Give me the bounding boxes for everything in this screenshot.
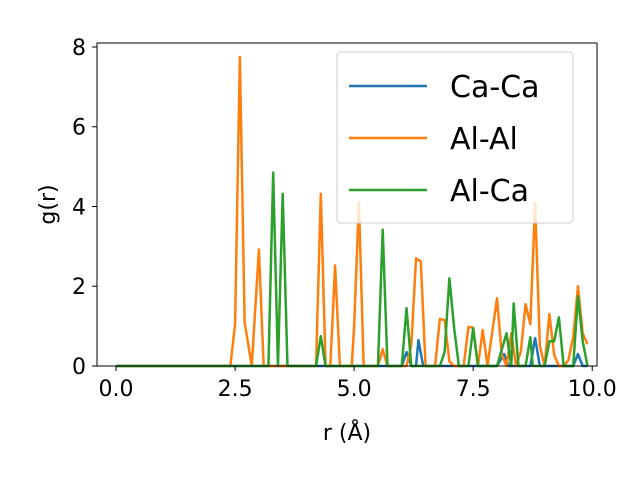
x-axis-label: r (Å) [323,419,371,446]
series-line-al-al [116,55,589,368]
legend-label: Ca-Ca [450,70,540,105]
x-tick-label: 0.0 [99,377,134,402]
y-tick-label: 4 [72,195,86,220]
legend-label: Al-Ca [450,174,529,209]
y-axis-ticks: 0 2 4 6 8 [72,36,97,380]
y-tick-label: 0 [72,355,86,380]
y-tick-label: 6 [72,116,86,141]
x-tick-label: 2.5 [218,377,253,402]
y-tick-label: 2 [72,275,86,300]
legend-label: Al-Al [450,122,518,157]
y-tick-label: 8 [72,36,86,61]
legend-box [336,51,574,224]
x-tick-label: 7.5 [456,377,491,402]
x-tick-label: 5.0 [337,377,372,402]
x-tick-label: 10.0 [568,377,617,402]
x-axis-ticks: 0.0 2.5 5.0 7.5 10.0 [99,366,617,402]
y-axis-label: g(r) [36,184,61,224]
plot-frame [96,42,598,367]
legend: Ca-Ca Al-Al Al-Ca [336,51,574,224]
